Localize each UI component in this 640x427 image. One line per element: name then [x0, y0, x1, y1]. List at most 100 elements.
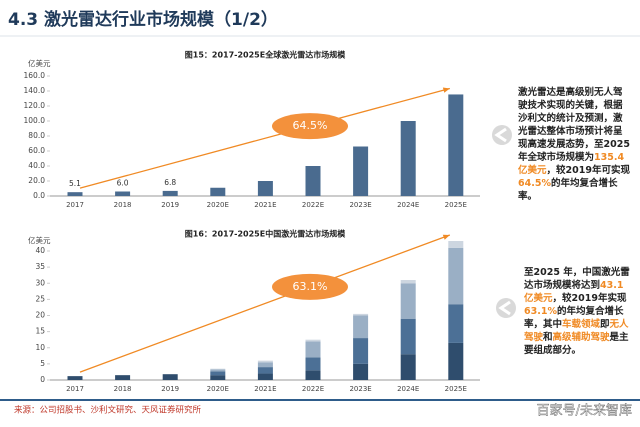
bar: [353, 146, 369, 196]
x-tick-label: 2021E: [254, 201, 276, 209]
bar-segment: [210, 368, 226, 370]
x-tick-label: 2017: [66, 201, 84, 209]
bar-segment: [400, 318, 416, 355]
x-tick-label: 2024E: [397, 385, 419, 393]
slide-title: 4.3 激光雷达行业市场规模（1/2）: [8, 9, 278, 30]
source: 来源：公司招股书、沙利文研究、天风证券研究所: [14, 405, 202, 416]
note-text: ，较2019年可实现: [546, 165, 630, 176]
note-text: 至2025 年，中国激光雷达市场规模将达到: [524, 267, 630, 291]
bar-segment: [353, 315, 369, 339]
note-text: 即: [600, 319, 610, 330]
bar: [210, 187, 226, 196]
bar-segment: [257, 367, 273, 374]
x-tick-label: 2025E: [445, 385, 467, 393]
x-tick-label: 2019: [161, 201, 179, 209]
y-unit: 亿美元: [28, 235, 51, 245]
x-tick-label: 2022E: [302, 201, 324, 209]
bar-segment: [353, 338, 369, 364]
data-label: 6.0: [117, 179, 129, 188]
highlight: 车载领域: [562, 319, 601, 330]
x-tick-label: 2023E: [349, 385, 371, 393]
y-unit: 亿美元: [28, 58, 51, 68]
x-tick-label: 2019: [161, 385, 179, 393]
bar-segment: [448, 342, 464, 380]
side-note: 激光雷达是高级别无人驾驶技术实现的关键，根据沙利文的统计及预测，激光雷达整体市场…: [518, 86, 630, 203]
bar-segment: [305, 357, 321, 371]
watermark: 百家号/未来智库: [537, 403, 632, 419]
bar: [67, 192, 83, 196]
bar-segment: [353, 363, 369, 380]
y-tick-label: 0: [40, 375, 45, 384]
bar-segment: [448, 241, 464, 248]
bar-segment: [305, 341, 321, 358]
bar-segment: [257, 373, 273, 380]
highlight: 43.1 亿美元: [524, 280, 624, 304]
bar: [305, 166, 321, 196]
x-tick-label: 2018: [114, 201, 132, 209]
bar: [400, 121, 416, 196]
chart-title: 图16：2017-2025E中国激光雷达市场规模: [185, 229, 346, 239]
x-tick-label: 2024E: [397, 201, 419, 209]
note-text: 的年均复合增长率，其中: [524, 306, 624, 330]
bar-segment: [353, 313, 369, 316]
bar: [448, 94, 464, 196]
bar-segment: [257, 360, 273, 363]
annotation: 64.5%: [293, 119, 328, 132]
x-tick-label: 2023E: [349, 201, 371, 209]
bar-segment: [448, 247, 464, 305]
arrow-head: [442, 234, 450, 240]
x-tick-label: 2018: [114, 385, 132, 393]
bar-segment: [305, 339, 321, 342]
y-tick-label: 60.0: [28, 146, 45, 155]
y-tick-label: 5: [40, 359, 45, 368]
note-text: 的年均复合增长率。: [518, 178, 618, 202]
bar: [257, 181, 273, 196]
y-tick-label: 40.0: [28, 161, 45, 170]
bar-segment: [162, 374, 178, 380]
y-tick-label: 140.0: [24, 86, 46, 95]
bar: [162, 190, 178, 196]
chart-title: 图15：2017-2025E全球激光雷达市场规模: [185, 50, 346, 60]
data-label: 5.1: [69, 179, 81, 188]
arrow-head: [442, 87, 450, 93]
highlight: 无人驾驶: [524, 319, 629, 343]
y-tick-label: 35: [35, 262, 45, 271]
y-tick-label: 20: [35, 311, 45, 320]
x-tick-label: 2021E: [254, 385, 276, 393]
x-tick-label: 2025E: [445, 201, 467, 209]
bar: [115, 191, 131, 196]
arrow-icon: [492, 125, 512, 145]
bar-segment: [67, 376, 83, 380]
y-tick-label: 80.0: [28, 131, 45, 140]
bar-segment: [210, 375, 226, 380]
note-text: ，较2019年实现: [552, 293, 627, 304]
x-tick-label: 2020E: [207, 201, 229, 209]
trend-arrow: [79, 234, 451, 373]
y-tick-label: 15: [35, 327, 45, 336]
bar-segment: [400, 354, 416, 380]
side-note: 至2025 年，中国激光雷达市场规模将达到43.1 亿美元，较2019年实现 63…: [524, 266, 636, 357]
y-tick-label: 120.0: [24, 101, 46, 110]
note-text: 激光雷达是高级别无人驾驶技术实现的关键，根据沙利文的统计及预测，激光雷达整体市场…: [518, 87, 630, 163]
x-tick-label: 2020E: [207, 385, 229, 393]
bar-segment: [400, 280, 416, 284]
arrow-icon: [498, 300, 511, 316]
arrow-icon: [494, 127, 507, 143]
highlight: 63.1%: [524, 306, 557, 317]
annotation-bubble: [272, 113, 348, 140]
bar-segment: [210, 371, 226, 376]
annotation-bubble: [272, 273, 348, 300]
arrow-icon: [496, 298, 516, 318]
bar-segment: [257, 362, 273, 368]
y-tick-label: 25: [35, 294, 45, 303]
y-tick-label: 0.0: [33, 191, 45, 200]
data-label: 6.8: [164, 178, 176, 187]
y-tick-label: 20.0: [28, 176, 45, 185]
bar-segment: [400, 283, 416, 319]
highlight: 高级辅助驾驶: [552, 332, 610, 343]
bar-segment: [448, 304, 464, 343]
y-tick-label: 40: [35, 246, 45, 255]
bar-segment: [210, 369, 226, 372]
